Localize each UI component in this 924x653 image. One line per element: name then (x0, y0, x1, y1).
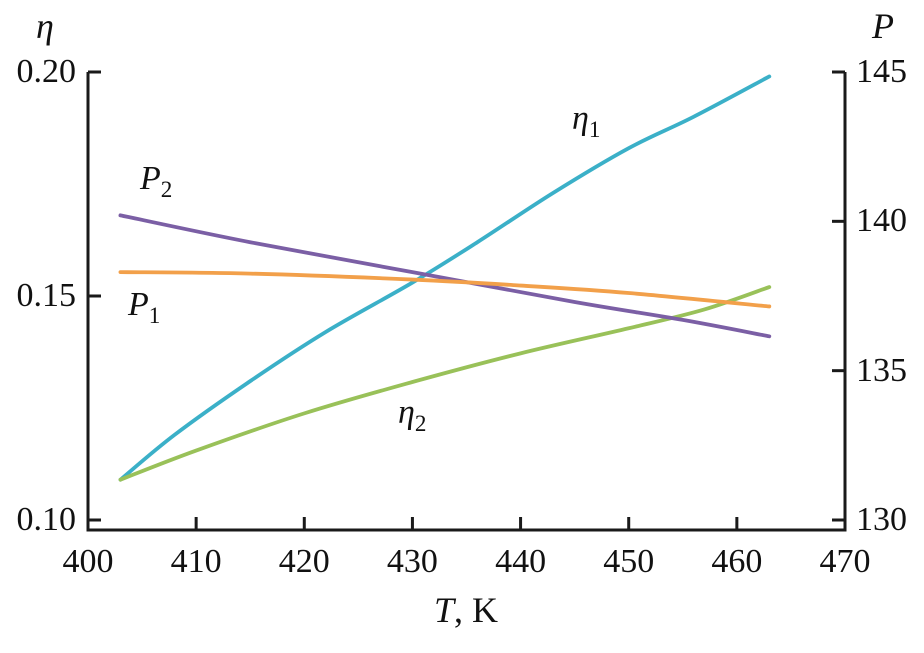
series-label-eta1-base: η (572, 100, 589, 137)
y-left-tick-label: 0.10 (16, 501, 77, 538)
x-tick-label: 400 (62, 543, 114, 580)
x-axis-title: T, K (366, 590, 566, 630)
y-right-tick-label: 145 (856, 53, 907, 90)
x-tick-label: 460 (711, 543, 763, 580)
series-label-eta2-sub: 2 (414, 410, 427, 437)
series-label-p2-base: P (140, 160, 161, 197)
series-label-p2-sub: 2 (160, 176, 173, 203)
x-tick-label: 430 (386, 543, 438, 580)
x-tick-label: 420 (278, 543, 330, 580)
series-label-eta1-sub: 1 (588, 116, 601, 143)
series-line-P2 (118, 213, 772, 339)
axis-frame (86, 72, 847, 532)
series-label-eta2-base: η (398, 394, 415, 431)
left-axis-title: η (36, 6, 54, 46)
series-label-p2: P2 (140, 160, 172, 209)
series-line-P1 (118, 270, 772, 309)
y-left-tick-label: 0.20 (16, 53, 77, 90)
right-axis-title: P (872, 6, 894, 46)
y-right-tick-label: 140 (856, 202, 907, 240)
series-label-p1-base: P (128, 286, 149, 323)
x-tick-label: 440 (495, 543, 547, 580)
series-label-p1-sub: 1 (148, 302, 161, 329)
x-axis-title-unit: , K (454, 590, 499, 630)
x-axis-title-symbol: T (433, 590, 455, 630)
series-line-eta2 (118, 285, 772, 482)
y-left-tick-label: 0.15 (16, 277, 77, 314)
series-label-eta1: η1 (572, 100, 600, 149)
y-right-tick-label: 130 (856, 501, 907, 538)
x-tick-label: 410 (170, 543, 222, 580)
series-label-eta2: η2 (398, 394, 426, 443)
series-line-eta1 (118, 74, 772, 482)
series-label-p1: P1 (128, 286, 160, 335)
x-tick-label: 450 (603, 543, 655, 580)
x-tick-label: 470 (819, 543, 871, 580)
y-right-tick-label: 135 (856, 351, 907, 389)
